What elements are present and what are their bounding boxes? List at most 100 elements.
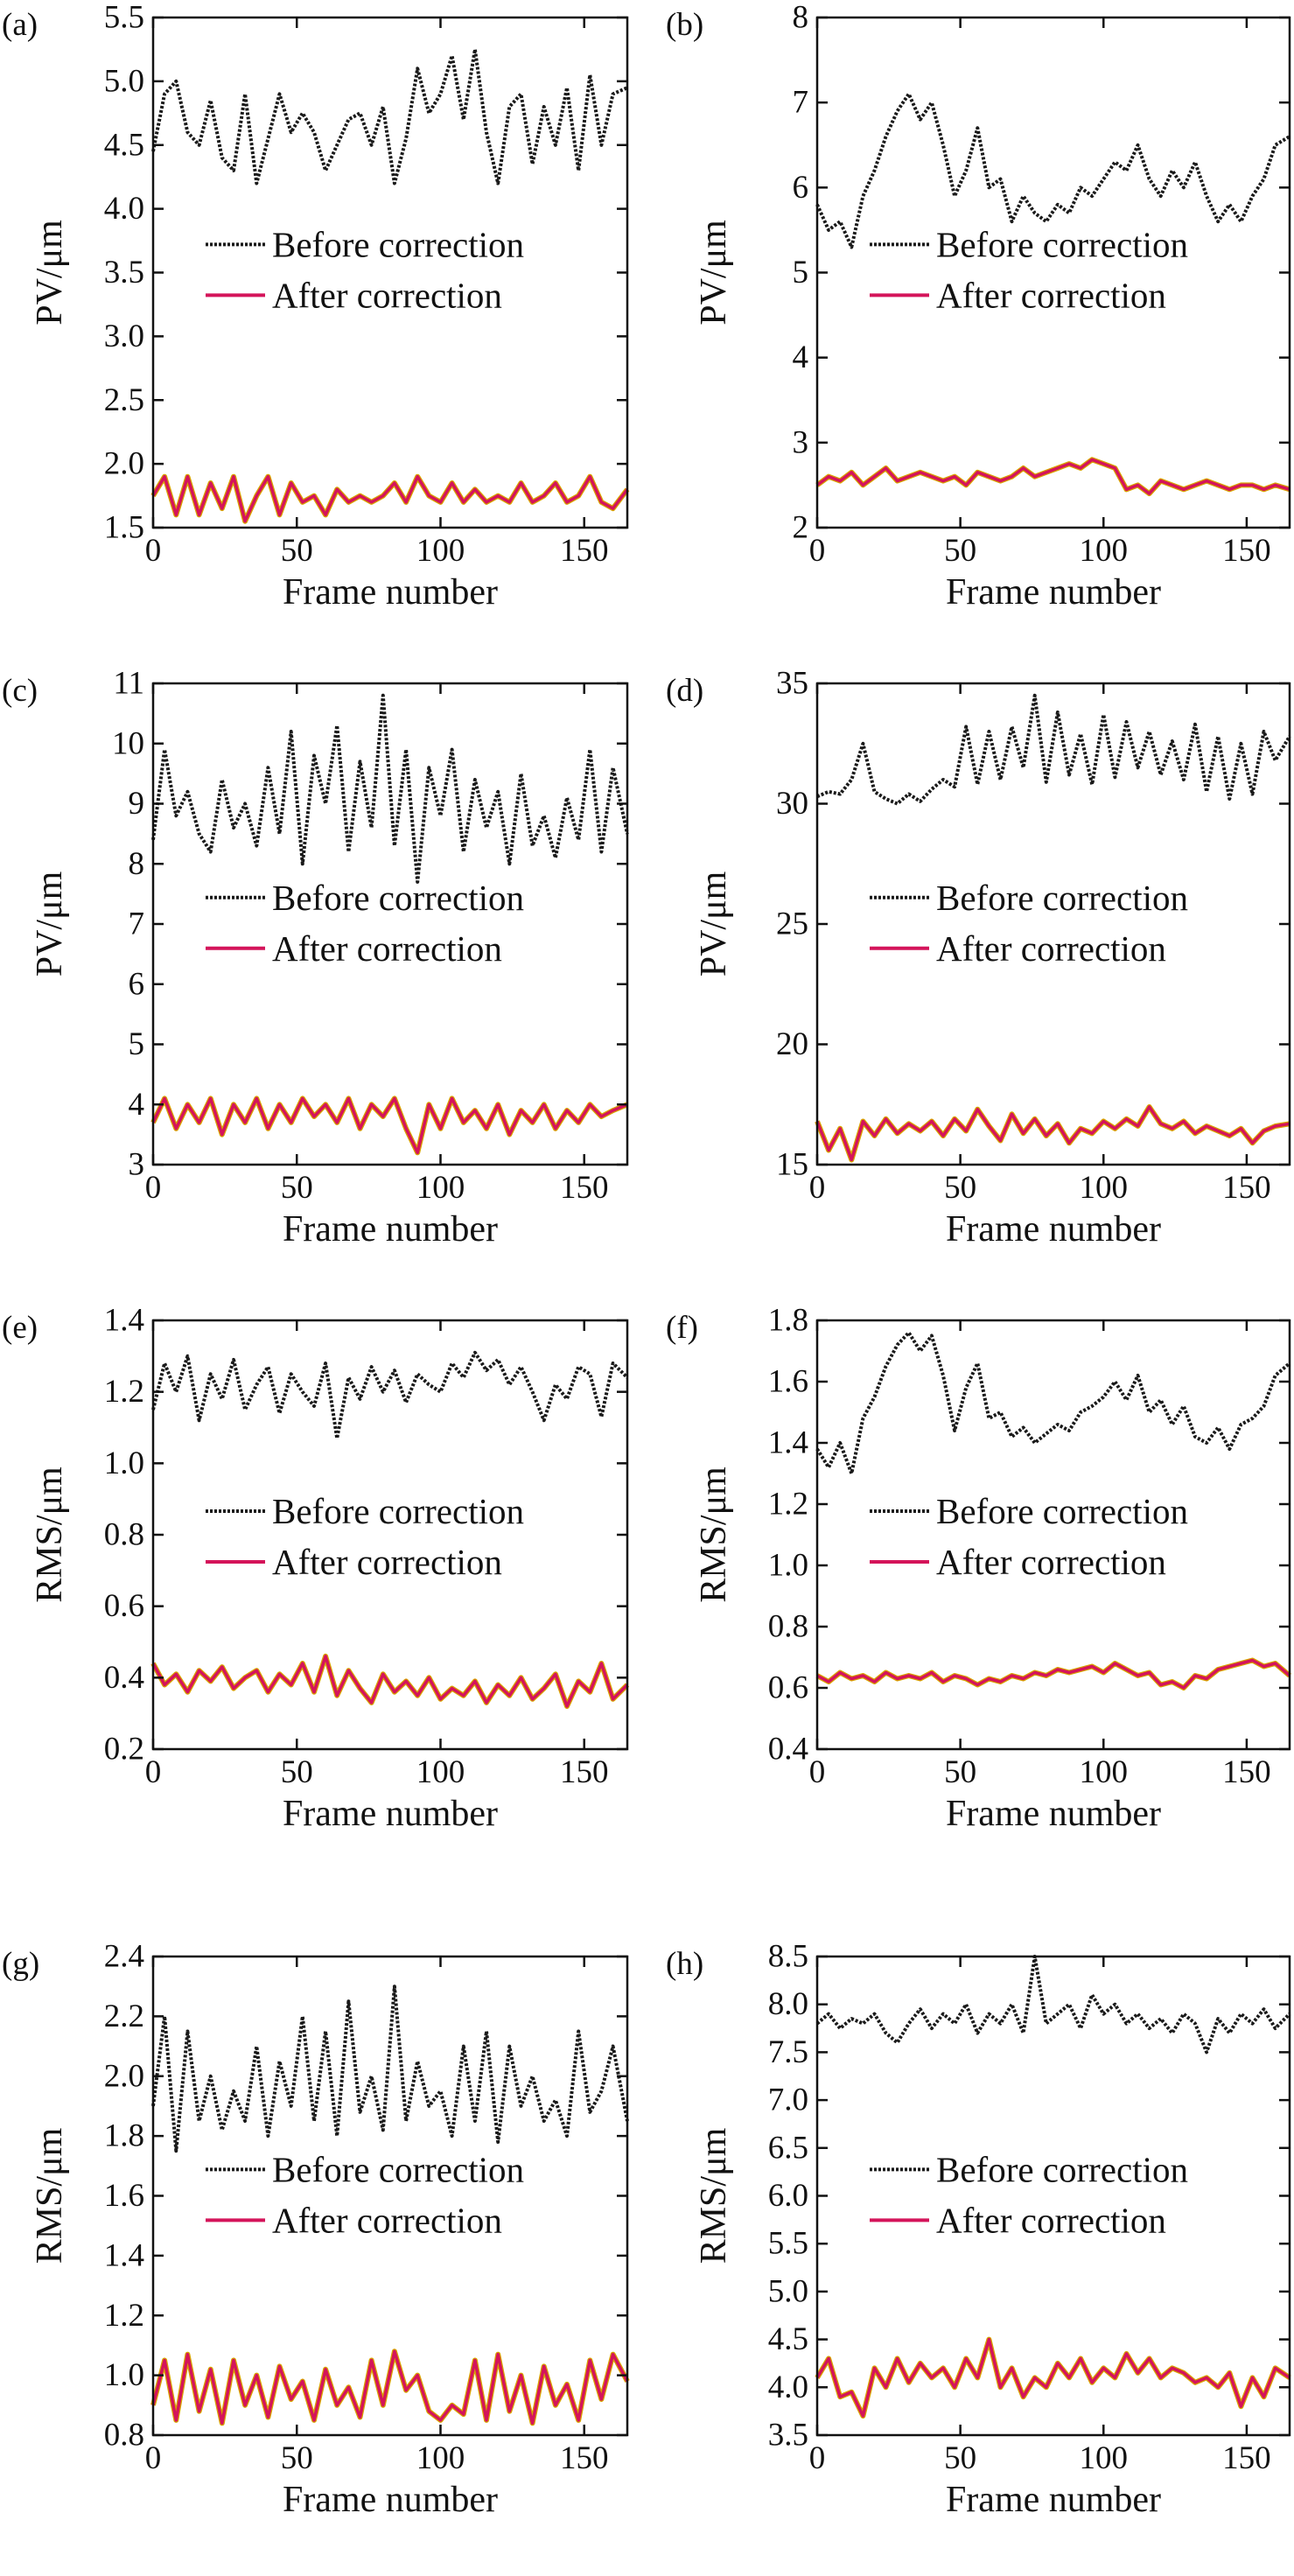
x-tick-label: 50	[944, 1170, 976, 1206]
panel-g: 0.8 1.0 1.2 1.4 1.6 1.8 2.0 2.2 2.4 0 50 100 150 Fram…	[2, 1939, 630, 2520]
x-tick-label: 100	[1080, 1170, 1129, 1206]
y-tick-label: 20	[776, 1026, 808, 1062]
legend-after-label: After correction	[936, 2200, 1166, 2240]
x-tick-label: 0	[145, 1170, 162, 1206]
x-tick-label: 50	[944, 1754, 976, 1790]
x-tick-label: 0	[809, 2440, 826, 2476]
y-tick-label: 4	[793, 340, 809, 375]
y-tick-label: 4.5	[104, 127, 144, 163]
y-tick-label: 6	[129, 966, 145, 1002]
y-tick-label: 1.0	[768, 1548, 808, 1584]
panel-d: 15 20 25 30 35 0 50 100 150 Frame number PV/μm (d) B…	[666, 666, 1291, 1250]
legend-after-label: After correction	[936, 928, 1166, 969]
panel-c: 3 4 5 6 7 8 9 10 11 0 50 100 150 Frame number PV/μm (c)…	[2, 666, 629, 1250]
x-tick-label: 0	[809, 1754, 826, 1790]
y-axis-title: PV/μm	[694, 220, 734, 326]
legend-after-label: After correction	[272, 1542, 502, 1582]
series-after-correction-line	[151, 474, 629, 523]
legend-after-label: After correction	[936, 1542, 1166, 1582]
series-before-correction-line	[151, 1350, 629, 1440]
y-tick-label: 6.5	[768, 2130, 808, 2166]
y-tick-label: 9	[129, 786, 145, 822]
x-tick-label: 150	[560, 1754, 609, 1790]
y-tick-label: 25	[776, 906, 808, 942]
y-tick-label: 4.0	[104, 191, 144, 227]
y-tick-label: 7.0	[768, 2082, 808, 2118]
legend-before-label: Before correction	[936, 1491, 1188, 1531]
legend-after-label: After correction	[272, 928, 502, 969]
x-axis-title: Frame number	[946, 1794, 1161, 1834]
y-tick-label: 30	[776, 786, 808, 822]
series-after-correction-accent	[150, 1653, 630, 1709]
x-tick-label: 50	[944, 533, 976, 569]
x-axis-title: Frame number	[283, 572, 498, 612]
y-tick-label: 1.6	[768, 1364, 808, 1400]
y-tick-label: 1.8	[104, 2118, 144, 2154]
y-tick-label: 1.4	[104, 1303, 144, 1339]
y-axis-title: RMS/μm	[30, 1466, 70, 1603]
x-axis-title: Frame number	[946, 2480, 1161, 2520]
y-tick-label: 8	[129, 846, 145, 882]
x-tick-label: 0	[145, 533, 162, 569]
y-axis-title: PV/μm	[30, 871, 70, 976]
x-tick-label: 100	[416, 1170, 465, 1206]
x-tick-label: 150	[1222, 533, 1271, 569]
x-tick-label: 50	[281, 1754, 313, 1790]
y-tick-label: 0.8	[104, 1517, 144, 1553]
series-before-correction-line	[816, 693, 1291, 806]
plot-frame	[151, 682, 629, 1166]
y-tick-label: 4.5	[768, 2321, 808, 2357]
legend-before-label: Before correction	[936, 2149, 1188, 2189]
x-axis-title: Frame number	[946, 572, 1161, 612]
plot-frame	[815, 1319, 1291, 1751]
y-tick-label: 2.2	[104, 1998, 144, 2034]
x-tick-label: 0	[145, 2440, 162, 2476]
y-tick-label: 1.0	[104, 1446, 144, 1481]
y-tick-label: 1.2	[768, 1487, 808, 1522]
x-axis-title: Frame number	[946, 1209, 1161, 1250]
series-after-correction-line	[151, 2349, 629, 2426]
y-tick-label: 0.2	[104, 1732, 144, 1768]
panel-label: (a)	[2, 7, 38, 43]
series-after-correction-line	[815, 2337, 1291, 2418]
legend-after-label: After correction	[272, 2200, 502, 2240]
panel-h: 3.5 4.0 4.5 5.0 5.5 6.0 6.5 7.0 7.5 8.0 8.5 0 50 100 1…	[666, 1939, 1291, 2520]
y-axis-title: PV/μm	[30, 220, 70, 326]
y-tick-label: 6.0	[768, 2178, 808, 2214]
series-after-correction-line	[151, 1655, 629, 1708]
y-tick-label: 8.0	[768, 1986, 808, 2022]
x-axis-title: Frame number	[283, 1209, 498, 1250]
y-tick-label: 7	[129, 906, 145, 942]
panel-b: 2 3 4 5 6 7 8 0 50 100 150 Frame number PV/μm (b) Befo…	[666, 0, 1291, 612]
y-tick-label: 7	[793, 85, 809, 121]
y-tick-label: 11	[113, 666, 144, 702]
y-tick-label: 6	[793, 170, 809, 206]
plot-frame	[815, 1955, 1291, 2437]
y-tick-label: 7.5	[768, 2034, 808, 2070]
y-tick-label: 35	[776, 666, 808, 702]
y-tick-label: 0.4	[768, 1732, 808, 1768]
series-after-correction-line	[815, 458, 1291, 495]
series-after-correction-accent	[815, 457, 1291, 497]
y-tick-label: 5.5	[104, 0, 144, 36]
x-tick-label: 100	[416, 2440, 465, 2476]
y-axis-title: RMS/μm	[694, 1466, 734, 1603]
x-tick-label: 150	[1222, 1170, 1271, 1206]
y-tick-label: 0.6	[768, 1670, 808, 1706]
panel-label: (e)	[2, 1310, 38, 1346]
y-tick-label: 5.0	[768, 2273, 808, 2309]
plot-frame	[815, 16, 1291, 529]
legend-before-label: Before correction	[272, 878, 524, 918]
x-tick-label: 150	[560, 2440, 609, 2476]
y-tick-label: 2.0	[104, 446, 144, 482]
y-tick-label: 5	[793, 255, 809, 290]
series-after-correction-line	[815, 1105, 1291, 1162]
x-tick-label: 0	[809, 533, 826, 569]
y-tick-label: 3	[793, 424, 809, 460]
y-tick-label: 5.5	[768, 2226, 808, 2262]
x-tick-label: 50	[281, 533, 313, 569]
x-axis-title: Frame number	[283, 2480, 498, 2520]
x-axis-title: Frame number	[283, 1794, 498, 1834]
y-tick-label: 8	[793, 0, 809, 36]
